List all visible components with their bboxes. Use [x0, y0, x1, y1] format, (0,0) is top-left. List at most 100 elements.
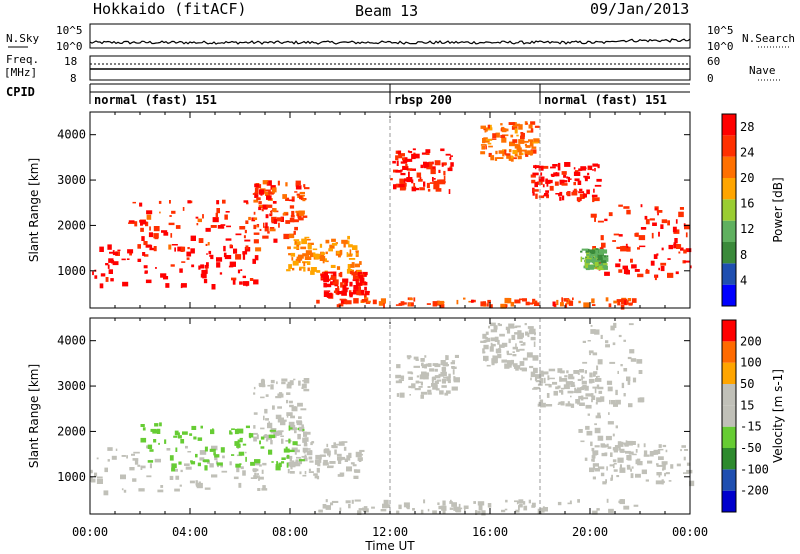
data-cell	[522, 298, 527, 302]
data-cell	[584, 370, 587, 374]
data-cell	[252, 468, 257, 473]
data-cell	[303, 431, 308, 437]
data-cell	[411, 179, 414, 184]
data-cell	[362, 281, 367, 286]
data-cell	[355, 280, 358, 284]
x-tick-label: 00:00	[72, 525, 108, 539]
data-cell	[632, 453, 637, 456]
data-cell	[178, 461, 182, 465]
data-cell	[563, 384, 570, 390]
station-title: Hokkaido (fitACF)	[93, 0, 247, 18]
data-cell	[242, 443, 247, 446]
data-cell	[175, 447, 178, 452]
data-cell	[445, 153, 451, 156]
data-cell	[270, 384, 274, 390]
data-cell	[293, 378, 296, 381]
data-cell	[231, 428, 235, 430]
data-cell	[609, 399, 611, 405]
data-cell	[619, 464, 622, 469]
data-cell	[336, 251, 342, 254]
data-cell	[515, 509, 520, 513]
data-cell	[265, 191, 270, 196]
colorbar-tick-label: -15	[740, 420, 762, 434]
data-cell	[149, 226, 151, 231]
data-cell	[286, 392, 291, 395]
data-cell	[486, 303, 489, 307]
data-cell	[285, 213, 289, 216]
data-cell	[432, 376, 437, 381]
data-cell	[331, 238, 336, 242]
data-cell	[480, 301, 484, 307]
data-cell	[601, 242, 606, 248]
data-cell	[180, 246, 184, 252]
data-cell	[395, 155, 399, 161]
data-cell	[420, 381, 423, 386]
data-cell	[591, 399, 593, 403]
data-cell	[337, 456, 343, 461]
data-cell	[330, 502, 334, 506]
data-cell	[132, 478, 137, 482]
data-cell	[324, 275, 329, 280]
data-cell	[565, 381, 572, 385]
data-cell	[600, 472, 605, 477]
data-cell	[493, 357, 498, 364]
data-cell	[412, 508, 415, 511]
data-cell	[539, 507, 545, 513]
data-cell	[623, 339, 626, 342]
data-cell	[367, 300, 371, 303]
data-cell	[543, 165, 549, 169]
data-cell	[572, 297, 574, 300]
data-cell	[494, 336, 499, 342]
data-cell	[482, 348, 485, 354]
data-cell	[262, 180, 269, 185]
data-cell	[242, 251, 248, 255]
data-cell	[205, 243, 208, 246]
data-cell	[267, 384, 271, 387]
data-cell	[198, 265, 201, 270]
data-cell	[184, 463, 190, 466]
data-cell	[306, 261, 311, 265]
data-cell	[332, 445, 338, 449]
data-cell	[596, 365, 599, 371]
data-cell	[186, 251, 192, 257]
data-cell	[289, 449, 295, 453]
data-cell	[522, 342, 526, 346]
data-cell	[516, 134, 519, 137]
data-cell	[553, 390, 558, 396]
data-cell	[530, 174, 536, 178]
data-cell	[608, 412, 610, 415]
data-cell	[400, 301, 405, 306]
data-cell	[654, 274, 657, 281]
data-cell	[544, 383, 550, 386]
data-cell	[433, 184, 440, 190]
data-cell	[105, 263, 109, 266]
data-cell	[262, 235, 269, 239]
data-cell	[605, 479, 607, 484]
data-cell	[515, 367, 519, 371]
data-cell	[439, 303, 445, 309]
data-cell	[605, 344, 610, 348]
data-cell	[298, 459, 305, 462]
data-cell	[243, 200, 249, 203]
data-cell	[613, 322, 617, 328]
data-cell	[535, 380, 541, 383]
data-cell	[408, 385, 415, 389]
data-cell	[310, 267, 317, 272]
data-cell	[589, 249, 596, 252]
data-cell	[253, 232, 260, 235]
data-cell	[594, 184, 602, 187]
data-cell	[299, 195, 303, 200]
data-cell	[252, 258, 256, 264]
data-cell	[294, 452, 297, 455]
data-cell	[500, 123, 503, 126]
data-cell	[595, 402, 598, 405]
data-cell	[359, 449, 365, 452]
data-cell	[594, 427, 601, 434]
x-tick-label: 08:00	[272, 525, 308, 539]
data-cell	[339, 249, 343, 255]
data-cell	[219, 272, 223, 275]
data-cell	[567, 176, 570, 183]
data-cell	[297, 433, 301, 440]
data-cell	[306, 450, 313, 456]
